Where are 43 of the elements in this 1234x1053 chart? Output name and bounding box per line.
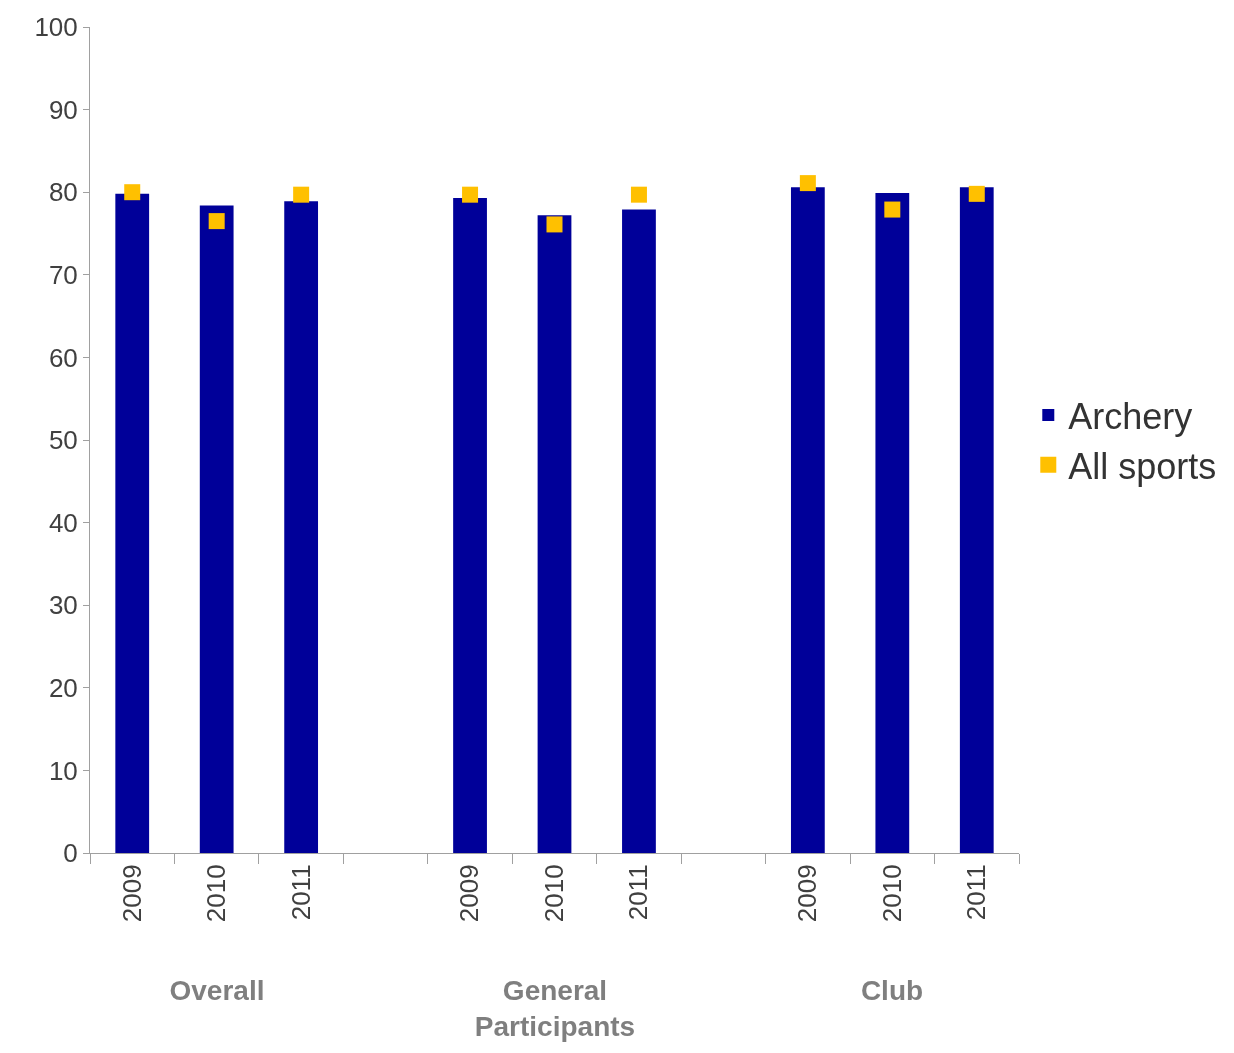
point — [546, 216, 563, 233]
bar — [537, 215, 572, 853]
point — [462, 186, 479, 203]
bar — [875, 193, 910, 853]
y-tick-label: 10 — [48, 755, 78, 786]
y-tick-label: 0 — [63, 838, 78, 869]
y-tick-label: 100 — [34, 12, 78, 43]
x-tick-label: 2010 — [538, 864, 569, 923]
x-tick-label: 2009 — [116, 864, 147, 923]
x-tick-label: 2010 — [876, 864, 907, 923]
point — [124, 184, 141, 201]
text: Club — [860, 975, 924, 1006]
y-tick-label: 60 — [48, 342, 78, 373]
point — [884, 201, 901, 218]
bar — [284, 201, 319, 853]
point — [293, 186, 310, 203]
legend-label: All sports — [1068, 445, 1217, 487]
y-tick-label: 40 — [48, 507, 78, 538]
text: Overall — [169, 975, 265, 1006]
bar — [453, 197, 487, 853]
point — [630, 186, 647, 203]
text: General Participants — [474, 975, 636, 1043]
point — [208, 213, 225, 230]
bar — [790, 187, 825, 853]
x-tick-label: 2009 — [792, 864, 823, 923]
y-tick-label: 90 — [48, 94, 78, 125]
y-tick-label: 80 — [48, 177, 78, 208]
y-tick-label: 20 — [48, 672, 78, 703]
bar — [622, 209, 656, 853]
x-tick-label: 2010 — [201, 864, 232, 923]
x-tick-label: 2011 — [623, 864, 654, 921]
x-tick-label: 2011 — [285, 864, 316, 921]
legend-label: Archery — [1068, 395, 1193, 437]
point — [968, 185, 985, 202]
y-tick-label: 30 — [48, 590, 78, 621]
x-tick-label: 2009 — [454, 864, 485, 923]
x-tick-label: 2011 — [961, 864, 992, 921]
bar — [115, 193, 150, 853]
y-tick-label: 50 — [48, 425, 78, 456]
point — [799, 175, 816, 192]
y-tick-label: 70 — [48, 259, 78, 290]
bar — [959, 187, 994, 853]
bar — [199, 205, 234, 853]
